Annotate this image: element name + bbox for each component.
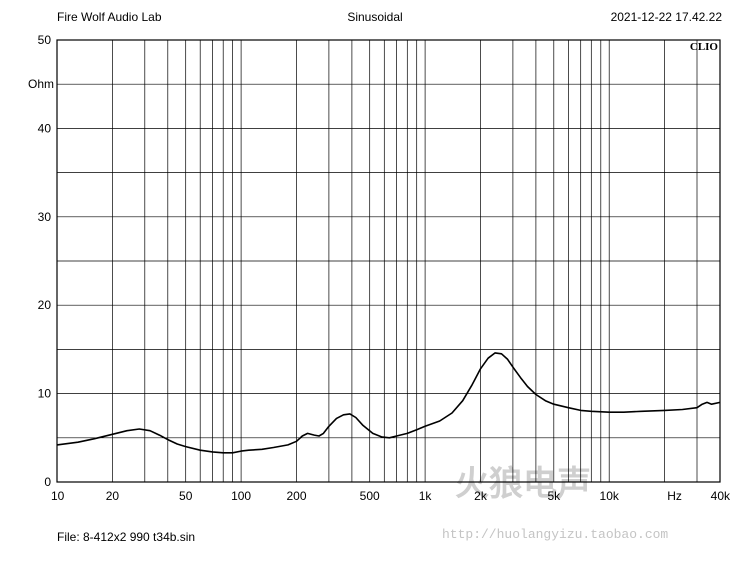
plot-frame (56, 39, 721, 483)
x-axis: 10 20 50 100 200 500 1k 2k 5k 10k 40k Hz (51, 489, 731, 503)
y-tick-label: 0 (44, 475, 51, 489)
x-tick-label: 2k (474, 489, 488, 503)
x-tick-label: 200 (286, 489, 306, 503)
watermark-url: http://huolangyizu.taobao.com (442, 527, 668, 542)
y-axis: 0 10 20 30 40 50 (38, 33, 52, 489)
x-tick-label: 10k (600, 489, 620, 503)
grid (57, 40, 720, 482)
x-tick-label: 1k (419, 489, 433, 503)
x-tick-label: 40k (711, 489, 731, 503)
x-tick-label: 5k (547, 489, 561, 503)
lab-name: Fire Wolf Audio Lab (57, 10, 162, 24)
watermark: 火狼电声 http://huolangyizu.taobao.com (442, 464, 668, 542)
timestamp: 2021-12-22 17.42.22 (610, 10, 722, 24)
y-axis-unit: Ohm (28, 77, 54, 91)
y-tick-label: 10 (38, 387, 52, 401)
y-tick-label: 30 (38, 210, 52, 224)
x-tick-label: 20 (106, 489, 120, 503)
x-tick-label: 10 (51, 489, 65, 503)
x-tick-label: 50 (179, 489, 193, 503)
x-tick-label: 500 (360, 489, 380, 503)
file-name: File: 8-412x2 990 t34b.sin (57, 530, 196, 544)
impedance-curve (56, 352, 721, 454)
y-tick-label: 40 (38, 121, 52, 135)
clio-logo: CLIO (690, 41, 719, 53)
x-axis-unit: Hz (667, 489, 682, 503)
measurement-type: Sinusoidal (347, 10, 403, 24)
x-tick-label: 100 (231, 489, 251, 503)
y-tick-label: 20 (38, 298, 52, 312)
y-tick-label: 50 (38, 33, 52, 47)
